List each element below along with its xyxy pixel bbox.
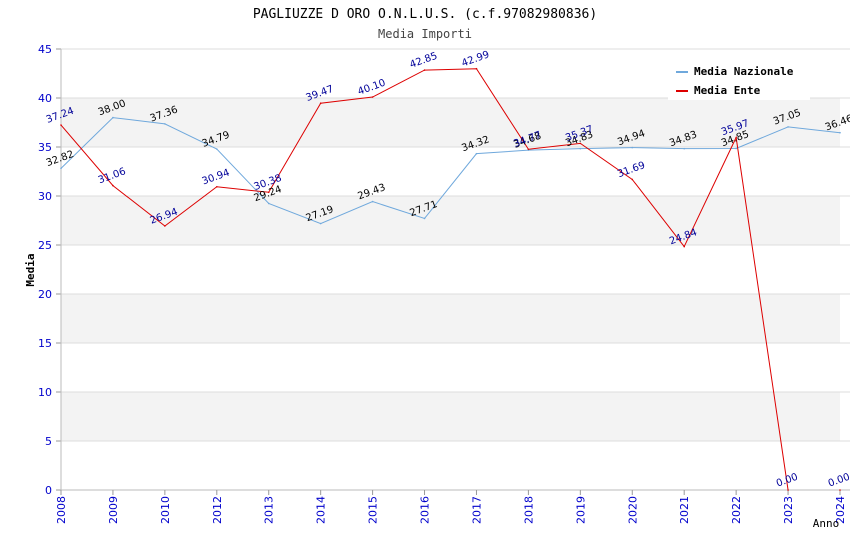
data-point-media-ente — [60, 124, 62, 126]
data-point-media-nazionale — [579, 147, 582, 150]
data-label-media-ente: 30.94 — [201, 167, 232, 187]
y-tick-label: 45 — [38, 43, 52, 56]
data-point-media-ente — [683, 245, 685, 248]
x-tick-label: 2013 — [263, 496, 276, 524]
x-tick-label: 2020 — [626, 496, 639, 524]
data-label-media-ente: 31.69 — [616, 160, 647, 180]
data-point-media-ente — [631, 178, 634, 181]
y-tick-labels: 0 5 10 15 20 25 30 35 40 45 — [38, 43, 52, 497]
data-point-media-ente — [216, 185, 218, 188]
x-tick-label: 2012 — [211, 496, 224, 524]
data-point-media-nazionale — [839, 131, 841, 134]
series-line-media-nazionale — [60, 117, 841, 225]
grid-band — [61, 392, 840, 441]
data-label-media-ente: 42.99 — [460, 49, 491, 69]
data-point-media-nazionale — [267, 202, 270, 205]
data-point-media-ente — [319, 102, 322, 104]
data-point-media-ente — [267, 191, 270, 194]
data-point-media-ente — [371, 96, 374, 98]
data-point-media-ente — [839, 489, 841, 491]
data-point-media-nazionale — [216, 148, 218, 150]
data-point-media-ente — [527, 148, 530, 151]
data-point-media-nazionale — [631, 146, 634, 149]
x-tick-label: 2015 — [367, 496, 380, 524]
x-axis-label: Anno — [813, 517, 840, 530]
chart-subtitle: Media Importi — [378, 27, 472, 41]
data-point-media-ente — [579, 142, 582, 145]
y-tick-label: 25 — [38, 239, 52, 252]
y-tick-label: 0 — [45, 484, 52, 497]
data-point-media-ente — [164, 225, 166, 227]
x-tick-labels: 2008 2009 2010 2012 2013 2014 2015 2016 2017 2018… — [55, 496, 847, 524]
chart-title: PAGLIUZZE D ORO O.N.L.U.S. (c.f.97082980… — [253, 7, 597, 22]
legend: Media Nazionale Media Ente — [668, 60, 810, 100]
x-tick-label: 2016 — [419, 496, 432, 524]
data-point-media-ente — [787, 489, 789, 491]
x-tick-label: 2022 — [730, 496, 743, 524]
grid-band — [61, 98, 840, 147]
grid-band — [61, 294, 840, 343]
data-point-media-nazionale — [787, 126, 789, 128]
grid-bands — [61, 98, 840, 441]
x-tick-label: 2023 — [782, 496, 795, 524]
y-tick-label: 35 — [38, 141, 52, 154]
y-tick-label: 40 — [38, 92, 52, 105]
x-tick-label: 2014 — [315, 496, 328, 524]
data-point-media-nazionale — [735, 147, 737, 150]
data-point-media-nazionale — [423, 217, 426, 220]
data-point-media-nazionale — [475, 152, 478, 155]
x-tick-label: 2019 — [574, 496, 587, 524]
data-point-media-ente — [112, 184, 114, 187]
series-lines — [60, 67, 841, 491]
data-point-media-nazionale — [112, 116, 114, 119]
x-tick-label: 2018 — [522, 496, 535, 524]
y-axis-label: Media — [24, 253, 37, 286]
x-tick-label: 2024 — [834, 496, 847, 524]
legend-label-media-nazionale: Media Nazionale — [694, 65, 794, 78]
data-point-media-ente — [423, 69, 426, 71]
data-point-media-nazionale — [60, 167, 62, 170]
data-point-media-nazionale — [683, 147, 685, 150]
axes — [56, 48, 850, 495]
legend-background — [668, 60, 810, 100]
y-tick-label: 30 — [38, 190, 52, 203]
data-point-media-nazionale — [371, 200, 374, 203]
y-tick-label: 15 — [38, 337, 52, 350]
data-label-media-ente: 40.10 — [356, 78, 387, 98]
x-tick-label: 2021 — [678, 496, 691, 524]
data-point-media-ente — [735, 136, 737, 139]
data-label-media-ente: 42.85 — [408, 51, 439, 71]
data-point-media-nazionale — [164, 123, 166, 125]
y-tick-label: 20 — [38, 288, 52, 301]
y-tick-label: 5 — [45, 435, 52, 448]
x-tick-label: 2009 — [107, 496, 120, 524]
legend-label-media-ente: Media Ente — [694, 84, 761, 97]
grid-lines — [61, 48, 850, 491]
y-tick-label: 10 — [38, 386, 52, 399]
x-tick-label: 2008 — [55, 496, 68, 524]
x-tick-label: 2017 — [470, 496, 483, 524]
grid-band — [61, 196, 840, 245]
x-tick-label: 2010 — [159, 496, 172, 524]
data-point-media-nazionale — [319, 222, 322, 225]
data-label-media-ente: 31.06 — [97, 166, 128, 186]
data-point-media-ente — [475, 67, 478, 70]
data-label-media-ente: 0.00 — [827, 472, 850, 490]
